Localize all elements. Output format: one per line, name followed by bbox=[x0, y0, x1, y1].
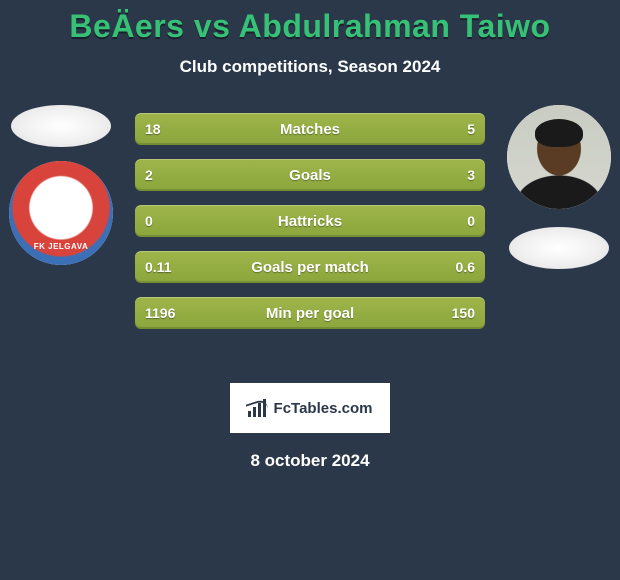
stat-left-value: 0 bbox=[135, 205, 163, 237]
subtitle: Club competitions, Season 2024 bbox=[0, 57, 620, 77]
stat-label: Goals per match bbox=[251, 259, 369, 276]
stat-row-matches: 18 Matches 5 bbox=[135, 113, 485, 145]
player-right-column bbox=[504, 105, 614, 269]
date-line: 8 october 2024 bbox=[0, 451, 620, 471]
stat-row-min-per-goal: 1196 Min per goal 150 bbox=[135, 297, 485, 329]
stat-left-value: 1196 bbox=[135, 297, 185, 329]
comparison-area: 18 Matches 5 2 Goals 3 0 Hattricks 0 0.1… bbox=[0, 105, 620, 365]
player-left-club-badge bbox=[9, 161, 113, 265]
stat-row-hattricks: 0 Hattricks 0 bbox=[135, 205, 485, 237]
stat-right-value: 3 bbox=[457, 159, 485, 191]
stat-right-value: 0 bbox=[457, 205, 485, 237]
stat-left-value: 18 bbox=[135, 113, 171, 145]
stat-row-goals-per-match: 0.11 Goals per match 0.6 bbox=[135, 251, 485, 283]
stat-rows: 18 Matches 5 2 Goals 3 0 Hattricks 0 0.1… bbox=[135, 113, 485, 343]
player-left-column bbox=[6, 105, 116, 265]
player-right-ellipse bbox=[509, 227, 609, 269]
stat-label: Hattricks bbox=[278, 213, 342, 230]
stat-right-value: 150 bbox=[442, 297, 485, 329]
logo-text: FcTables.com bbox=[274, 400, 373, 417]
logo-bars-icon bbox=[248, 399, 268, 417]
vs-title: BeÄers vs Abdulrahman Taiwo bbox=[0, 0, 620, 45]
stat-left-value: 2 bbox=[135, 159, 163, 191]
player-photo-icon bbox=[507, 105, 611, 209]
stat-right-value: 5 bbox=[457, 113, 485, 145]
stat-label: Matches bbox=[280, 121, 340, 138]
stat-left-value: 0.11 bbox=[135, 251, 181, 283]
stat-label: Goals bbox=[289, 167, 331, 184]
fctables-logo[interactable]: FcTables.com bbox=[230, 383, 390, 433]
player-left-ellipse bbox=[11, 105, 111, 147]
player-right-photo bbox=[507, 105, 611, 209]
stat-row-goals: 2 Goals 3 bbox=[135, 159, 485, 191]
stat-right-value: 0.6 bbox=[446, 251, 485, 283]
club-badge-icon bbox=[9, 161, 113, 265]
stat-label: Min per goal bbox=[266, 305, 354, 322]
